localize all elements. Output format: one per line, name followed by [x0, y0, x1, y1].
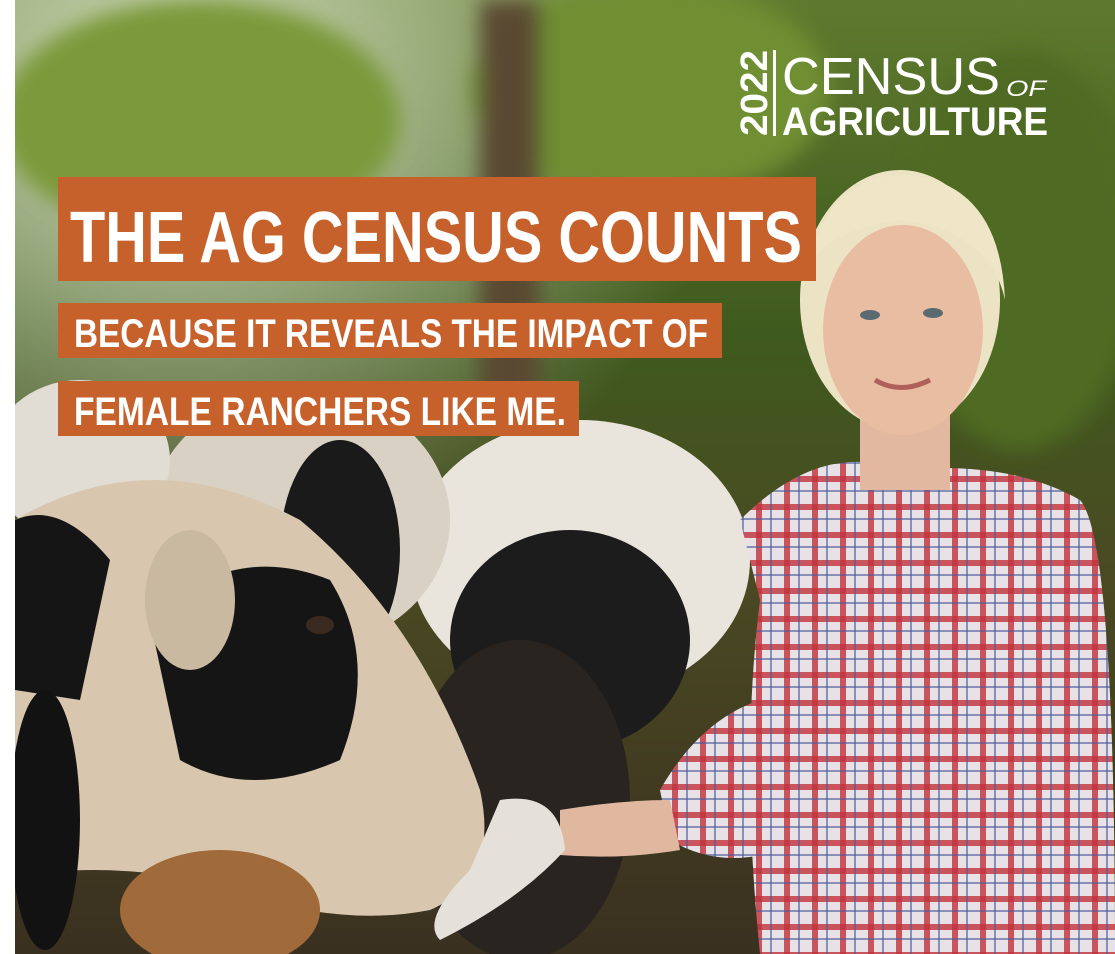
- logo-census: CENSUS: [782, 48, 1000, 106]
- headline: THE AG CENSUS COUNTS: [70, 198, 802, 278]
- page: 2022 CENSUS OF AGRICULTURE THE AG CENSUS…: [0, 0, 1115, 954]
- logo-of: OF: [1006, 76, 1048, 101]
- subline: BECAUSE IT REVEALS THE IMPACT OF: [74, 312, 708, 356]
- subline: FEMALE RANCHERS LIKE ME.: [74, 390, 566, 434]
- poster: 2022 CENSUS OF AGRICULTURE THE AG CENSUS…: [0, 0, 1115, 954]
- left-margin: [0, 0, 15, 954]
- logo-agriculture: AGRICULTURE: [782, 100, 1048, 144]
- logo-divider: [773, 50, 776, 136]
- logo-year: 2022: [734, 50, 776, 136]
